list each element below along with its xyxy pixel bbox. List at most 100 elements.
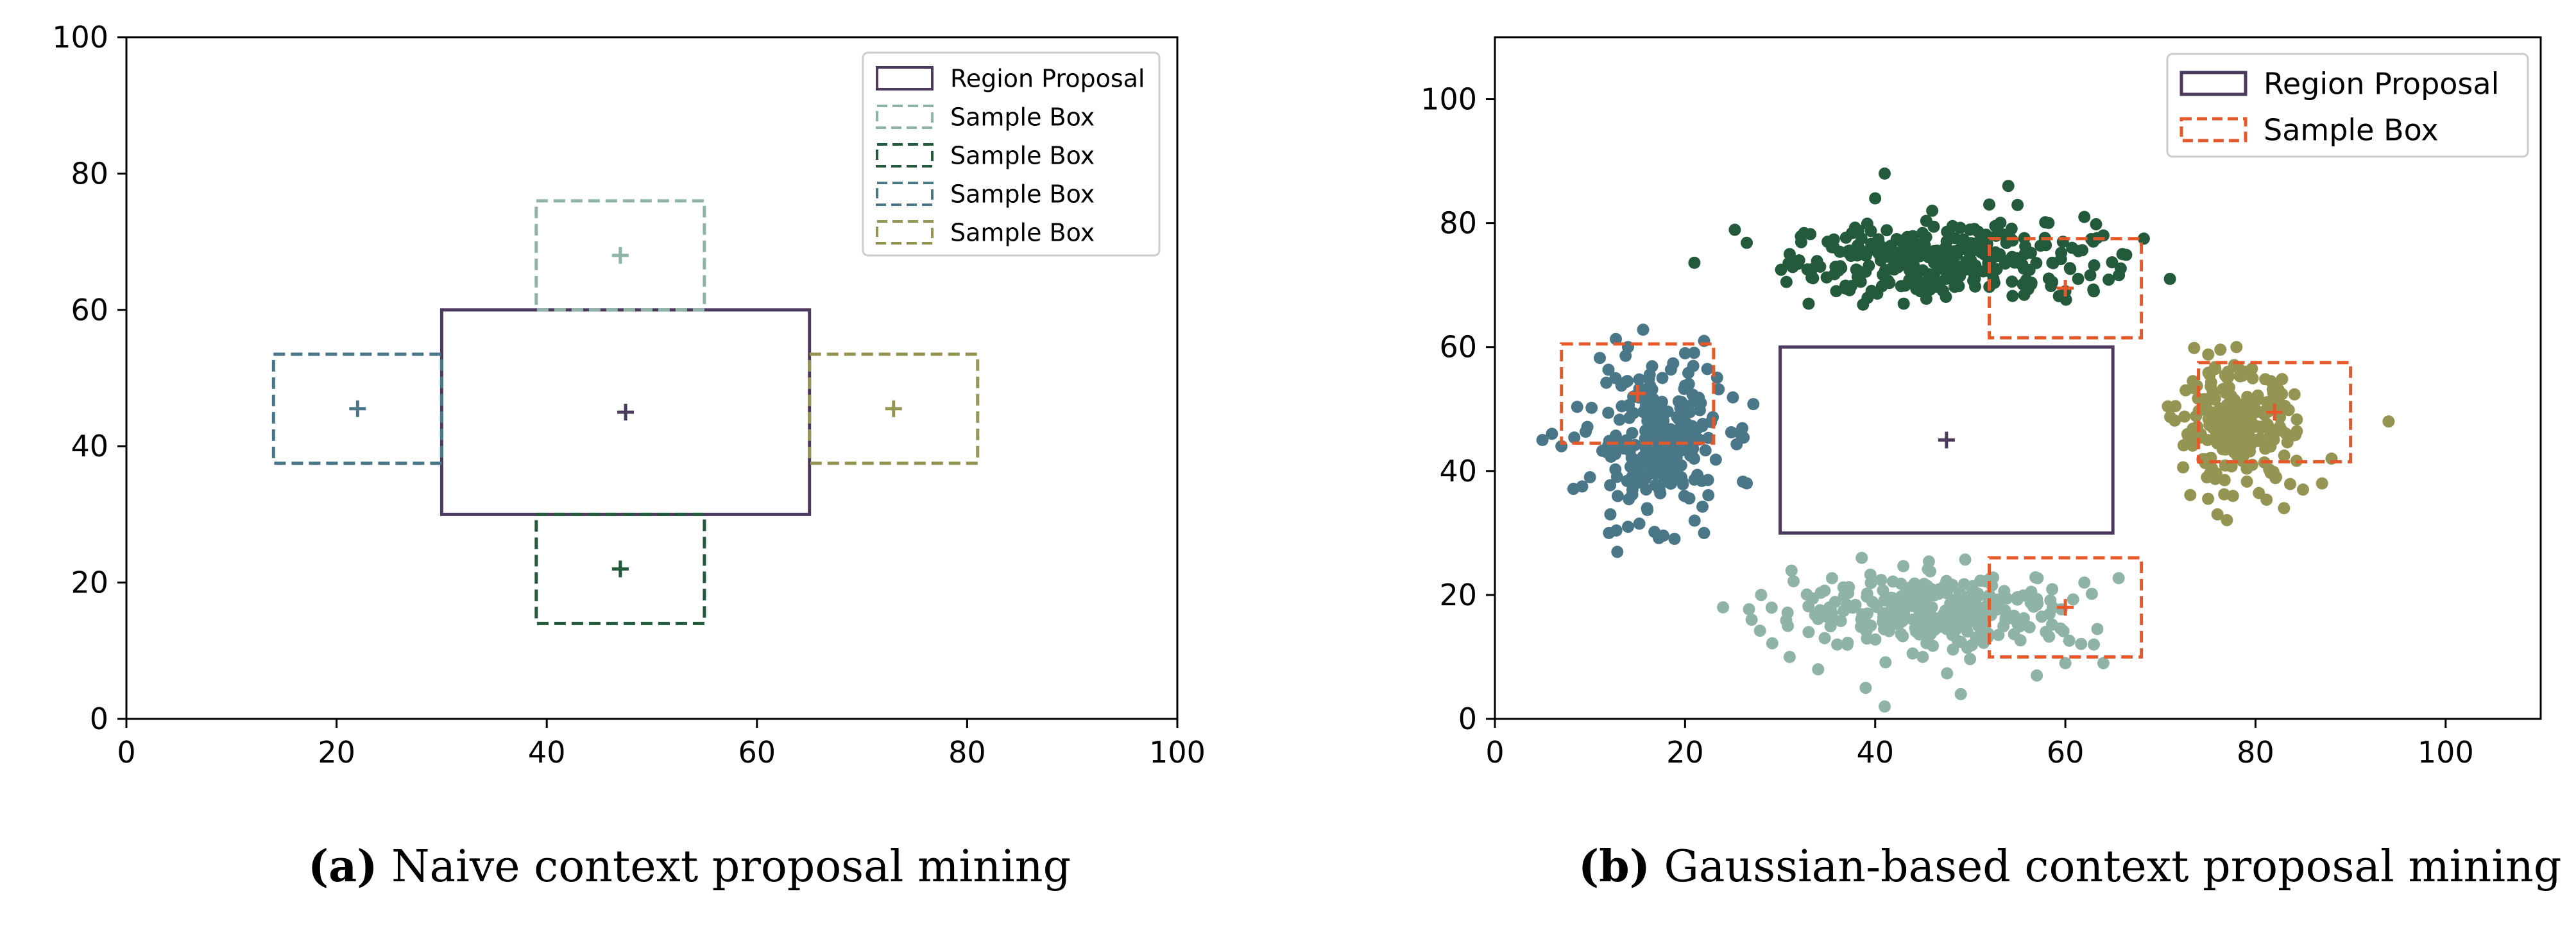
- scatter-point: [1879, 700, 1891, 713]
- scatter-point: [1992, 593, 2004, 606]
- scatter-point: [1914, 595, 1927, 608]
- scatter-point: [2290, 413, 2303, 426]
- scatter-point: [2097, 657, 2110, 669]
- caption-b-text: Gaussian-based context proposal mining: [1664, 841, 2562, 892]
- scatter-point: [1831, 638, 1843, 651]
- sample-box-top: [1988, 237, 2144, 340]
- scatter-point: [1625, 474, 1638, 487]
- x-tick-label: 60: [2047, 735, 2085, 770]
- scatter-point: [1581, 420, 1594, 433]
- scatter-point: [1678, 402, 1691, 415]
- scatter-point: [1785, 564, 1798, 577]
- scatter-point: [1802, 297, 1815, 310]
- scatter-point: [1888, 263, 1900, 276]
- scatter-point: [1604, 508, 1617, 521]
- scatter-point: [1568, 431, 1581, 444]
- scatter-point: [1728, 223, 1741, 236]
- scatter-point: [1859, 682, 1872, 695]
- scatter-point: [1602, 363, 1615, 376]
- y-tick-label: 60: [1439, 330, 1477, 365]
- scatter-point: [1818, 584, 1831, 597]
- scatter-point: [2085, 233, 2097, 245]
- sample-box-left: [1560, 342, 1716, 445]
- scatter-point: [1682, 436, 1694, 449]
- scatter-point: [1839, 279, 1852, 292]
- axes-frame: [125, 36, 1179, 720]
- scatter-point: [1983, 198, 1995, 211]
- scatter-point: [2259, 373, 2272, 386]
- scatter-point: [1923, 565, 1936, 578]
- right-samples: [2162, 341, 2395, 526]
- scatter-point: [1857, 298, 1870, 311]
- scatter-point: [2240, 365, 2253, 378]
- scatter-point: [1685, 420, 1698, 433]
- scatter-point: [1642, 431, 1655, 444]
- scatter-point: [2208, 393, 2221, 405]
- scatter-point: [2266, 430, 2278, 443]
- scatter-point: [1623, 493, 1635, 506]
- scatter-point: [2228, 359, 2240, 372]
- scatter-point: [1940, 235, 1953, 248]
- scatter-point: [1861, 607, 1874, 620]
- scatter-point: [1688, 256, 1701, 269]
- scatter-point: [1947, 255, 1959, 268]
- scatter-point: [2226, 490, 2239, 503]
- x-tick-label: 20: [318, 735, 355, 770]
- scatter-point: [1926, 204, 1939, 217]
- scatter-point: [1727, 391, 1739, 404]
- caption-b: (b) Gaussian-based context proposal mini…: [1578, 841, 2561, 892]
- legend-swatch: [876, 143, 934, 168]
- scatter-point: [1765, 601, 1778, 614]
- scatter-point: [1747, 398, 1760, 411]
- scatter-point: [2214, 343, 2227, 356]
- scatter-point: [2290, 425, 2303, 438]
- scatter-point: [1924, 628, 1937, 641]
- scatter-point: [1702, 489, 1715, 501]
- scatter-point: [1977, 265, 1990, 278]
- y-tick-label: 0: [90, 702, 108, 736]
- scatter-point: [1753, 625, 1766, 637]
- y-tick-label: 80: [1439, 206, 1477, 241]
- scatter-point: [2054, 622, 2067, 635]
- scatter-point: [2008, 628, 2020, 641]
- scatter-point: [1829, 596, 1841, 608]
- x-tick-label: 40: [528, 735, 566, 770]
- scatter-point: [2091, 623, 2104, 635]
- scatter-point: [1970, 631, 1983, 644]
- scatter-point: [1938, 580, 1950, 592]
- scatter-point: [2067, 593, 2079, 606]
- scatter-point: [1755, 589, 1768, 601]
- scatter-point: [1613, 413, 1626, 426]
- caption-a: (a) Naive context proposal mining: [308, 841, 1071, 892]
- scatter-point: [1683, 492, 1696, 505]
- sample-box-top-center-marker: [611, 246, 629, 264]
- scatter-point: [2064, 263, 2077, 275]
- scatter-point: [2182, 431, 2195, 444]
- scatter-point: [1698, 526, 1710, 539]
- legend: Region Proposal Sample Box Sample Box Sampl…: [862, 51, 1161, 257]
- region-proposal-center-marker: [617, 404, 635, 421]
- x-tick-label: 60: [738, 735, 776, 770]
- scatter-point: [1859, 246, 1872, 259]
- region-proposal-center-marker: [1938, 431, 1955, 449]
- scatter-point: [1709, 453, 1722, 466]
- caption-a-letter: (a): [308, 841, 378, 892]
- scatter-point: [2018, 248, 2031, 261]
- scatter-point: [2278, 449, 2290, 462]
- y-tick-label: 60: [71, 293, 108, 327]
- scatter-point: [2042, 216, 2055, 229]
- caption-b-letter: (b): [1578, 841, 1650, 892]
- scatter-point: [2085, 587, 2098, 600]
- scatter-point: [2187, 382, 2200, 395]
- scatter-point: [1646, 465, 1659, 477]
- scatter-point: [1872, 247, 1885, 260]
- y-tick-label: 20: [1439, 578, 1477, 612]
- scatter-point: [2297, 483, 2309, 496]
- scatter-point: [1975, 246, 1988, 259]
- scatter-point: [1829, 261, 1842, 273]
- scatter-point: [1651, 402, 1664, 415]
- scatter-point: [1626, 427, 1639, 440]
- plot-area: [1536, 167, 2395, 713]
- scatter-point: [2178, 410, 2191, 423]
